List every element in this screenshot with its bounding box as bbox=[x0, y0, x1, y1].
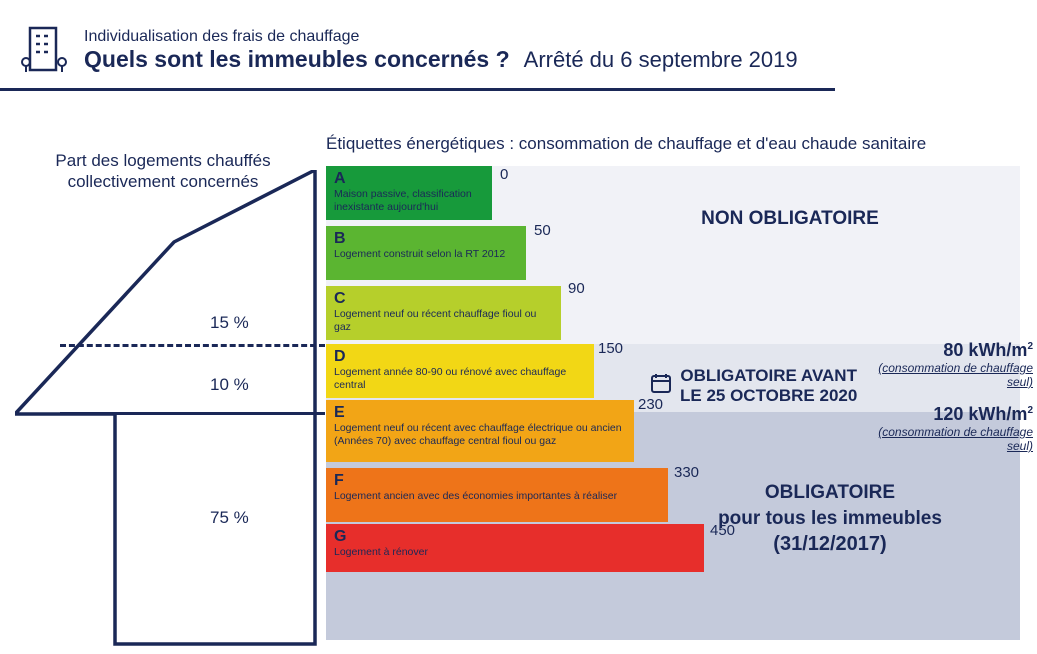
threshold-120: 120 kWh/m2 (consommation de chauffage se… bbox=[858, 404, 1033, 453]
bar-desc: Logement ancien avec des économies impor… bbox=[334, 490, 617, 502]
header-title: Quels sont les immeubles concernés ? bbox=[84, 46, 510, 73]
chart-area: Part des logements chauffés collectiveme… bbox=[0, 130, 1037, 654]
bar-letter: F bbox=[334, 471, 660, 490]
dashed-separator bbox=[60, 344, 325, 347]
bar-desc: Logement neuf ou récent avec chauffage é… bbox=[334, 422, 622, 447]
header: Individualisation des frais de chauffage… bbox=[18, 28, 1019, 73]
calendar-icon bbox=[650, 372, 672, 399]
threshold-120-value: 120 kWh/m bbox=[933, 404, 1027, 424]
energy-bar-G: GLogement à rénover bbox=[326, 524, 704, 572]
zone3-line3: (31/12/2017) bbox=[773, 533, 886, 555]
bar-letter: G bbox=[334, 527, 696, 546]
bar-desc: Logement à rénover bbox=[334, 546, 428, 558]
zone3-line2: pour tous les immeubles bbox=[718, 508, 942, 529]
bar-letter: E bbox=[334, 403, 626, 422]
energy-bar-F: FLogement ancien avec des économies impo… bbox=[326, 468, 668, 522]
bar-letter: A bbox=[334, 169, 484, 188]
bar-desc: Logement année 80-90 ou rénové avec chau… bbox=[334, 366, 566, 391]
zone-label-obligatoire: OBLIGATOIRE pour tous les immeubles (31/… bbox=[660, 480, 1000, 558]
bar-letter: B bbox=[334, 229, 518, 248]
percentage-75: 75 % bbox=[210, 508, 249, 528]
energy-bar-B: BLogement construit selon la RT 2012 bbox=[326, 226, 526, 280]
tick-230: 230 bbox=[638, 396, 663, 413]
bar-desc: Logement neuf ou récent chauffage fioul … bbox=[334, 308, 536, 333]
bar-letter: D bbox=[334, 347, 586, 366]
right-column-title: Étiquettes énergétiques : consommation d… bbox=[326, 134, 1026, 154]
zone2-line1: OBLIGATOIRE AVANT bbox=[680, 366, 857, 385]
tick-50: 50 bbox=[534, 222, 551, 239]
threshold-120-sub: (consommation de chauffage seul) bbox=[858, 425, 1033, 453]
solid-separator bbox=[60, 412, 325, 415]
tick-150: 150 bbox=[598, 340, 623, 357]
bar-desc: Logement construit selon la RT 2012 bbox=[334, 248, 505, 260]
house-outline-icon bbox=[15, 170, 335, 650]
energy-bar-D: DLogement année 80-90 ou rénové avec cha… bbox=[326, 344, 594, 398]
threshold-80: 80 kWh/m2 (consommation de chauffage seu… bbox=[858, 340, 1033, 389]
energy-bar-C: CLogement neuf ou récent chauffage fioul… bbox=[326, 286, 561, 340]
tick-0: 0 bbox=[500, 166, 508, 183]
header-date: Arrêté du 6 septembre 2019 bbox=[524, 47, 798, 73]
tick-450: 450 bbox=[710, 522, 735, 539]
zone2-line2: LE 25 OCTOBRE 2020 bbox=[680, 386, 857, 405]
bar-letter: C bbox=[334, 289, 553, 308]
header-rule bbox=[0, 88, 835, 91]
building-icon bbox=[18, 24, 74, 79]
tick-90: 90 bbox=[568, 280, 585, 297]
zone-label-non-obligatoire: NON OBLIGATOIRE bbox=[620, 208, 960, 230]
bar-desc: Maison passive, classification inexistan… bbox=[334, 188, 472, 213]
energy-bar-A: AMaison passive, classification inexista… bbox=[326, 166, 492, 220]
zone3-line1: OBLIGATOIRE bbox=[765, 482, 895, 503]
threshold-80-value: 80 kWh/m bbox=[943, 340, 1027, 360]
percentage-15: 15 % bbox=[210, 313, 249, 333]
tick-330: 330 bbox=[674, 464, 699, 481]
energy-bar-E: ELogement neuf ou récent avec chauffage … bbox=[326, 400, 634, 462]
percentage-10: 10 % bbox=[210, 375, 249, 395]
header-subtitle: Individualisation des frais de chauffage bbox=[84, 28, 1019, 46]
threshold-80-sub: (consommation de chauffage seul) bbox=[858, 361, 1033, 389]
